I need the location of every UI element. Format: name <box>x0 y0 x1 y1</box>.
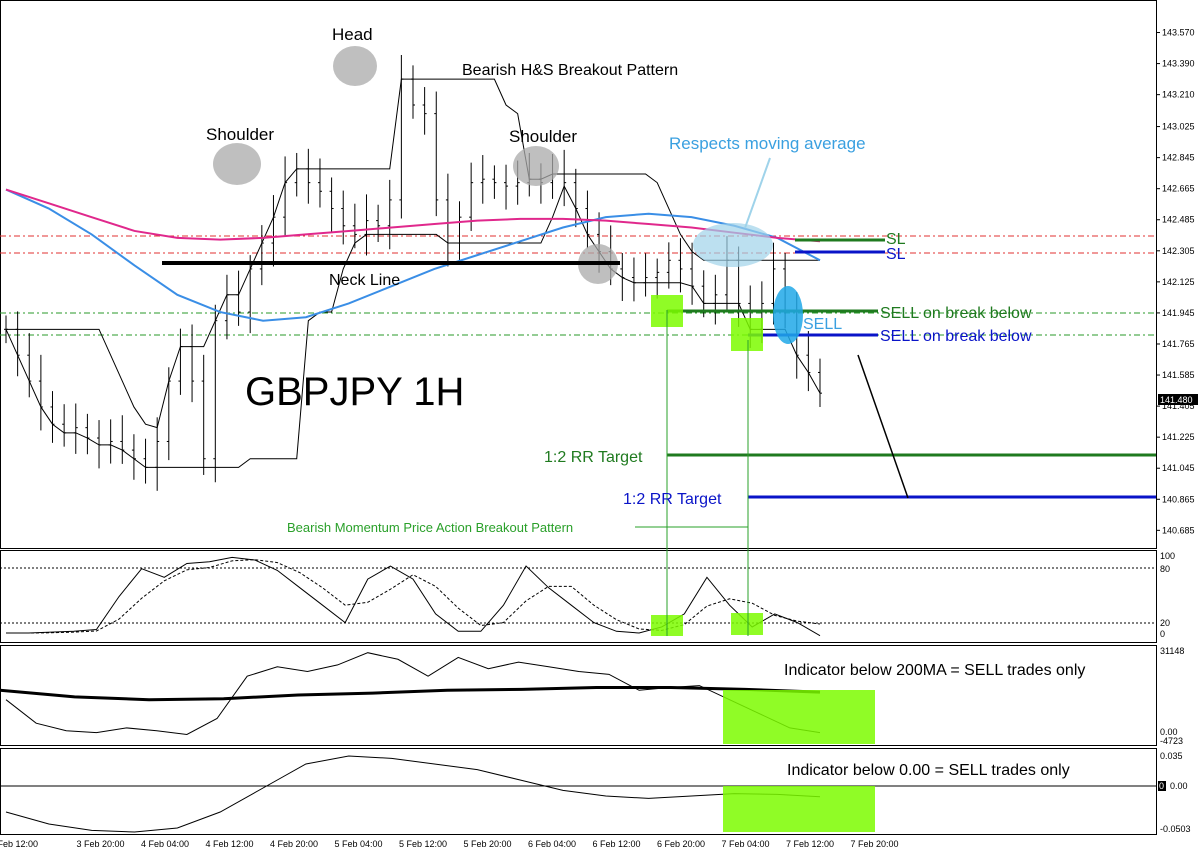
moving-averages <box>5 188 821 322</box>
sell-green-label: SELL on break below <box>880 305 1032 322</box>
price-tick-label: 142.485 <box>1162 215 1195 225</box>
chart-title: Bearish H&S Breakout Pattern <box>462 62 678 79</box>
time-axis-ticks: 2 Feb 12:00 3 Feb 20:00 4 Feb 04:00 4 Feb 1… <box>0 839 899 849</box>
time-tick-label: 6 Feb 20:00 <box>657 839 705 849</box>
stoch-axis-20: 20 <box>1160 618 1170 628</box>
ma-pink-line <box>5 188 821 243</box>
time-tick-label: 4 Feb 04:00 <box>141 839 189 849</box>
ohlc-bars <box>4 54 822 491</box>
price-envelope <box>5 78 821 468</box>
price-tick-label: 140.685 <box>1162 525 1195 535</box>
last-price-box <box>1158 394 1198 405</box>
price-tick-label: 141.045 <box>1162 463 1195 473</box>
price-tick-label: 143.025 <box>1162 122 1195 132</box>
sell-highlight <box>773 286 803 344</box>
time-tick-label: 3 Feb 20:00 <box>77 839 125 849</box>
time-tick-label: 7 Feb 12:00 <box>786 839 834 849</box>
price-panel-frame <box>0 0 1157 549</box>
indicator2-lines <box>5 755 821 833</box>
price-tick-label: 141.405 <box>1162 401 1195 411</box>
price-tick-label: 142.845 <box>1162 153 1195 163</box>
ind1-ma-line <box>0 685 821 702</box>
head-label: Head <box>332 25 373 44</box>
time-tick-label: 4 Feb 12:00 <box>206 839 254 849</box>
stoch-axis-100: 100 <box>1160 551 1175 561</box>
target-projection-line <box>857 354 909 499</box>
indicator2-panel-frame <box>0 748 1157 835</box>
time-tick-label: 6 Feb 12:00 <box>593 839 641 849</box>
stoch-box-2 <box>731 613 763 635</box>
ind2-zero-marker: 0 <box>1159 781 1164 791</box>
ind1-axis-max: 31148 <box>1160 646 1184 656</box>
price-tick-label: 142.125 <box>1162 277 1195 287</box>
ind2-axis-min: -0.0503 <box>1160 824 1191 834</box>
price-tick-label: 143.210 <box>1162 90 1195 100</box>
neck-line-label: Neck Line <box>329 272 400 289</box>
right-shoulder-marker <box>513 146 559 186</box>
sl-green-label: SL <box>886 231 906 248</box>
time-tick-label: 5 Feb 20:00 <box>464 839 512 849</box>
right-shoulder-label: Shoulder <box>509 127 577 146</box>
price-tick-label: 142.305 <box>1162 246 1195 256</box>
breakout-box-2 <box>731 318 763 351</box>
price-tick-label: 140.865 <box>1162 494 1195 504</box>
price-axis-ticks: 143.570 143.390 143.210 143.025 142.845 142.6… <box>1156 28 1195 535</box>
stochastic-panel-frame <box>0 550 1157 643</box>
symbol-label: GBPJPY 1H <box>245 370 464 414</box>
left-shoulder-label: Shoulder <box>206 125 274 144</box>
ma-respect-pointer <box>744 157 771 229</box>
envelope-upper <box>6 78 820 429</box>
target-green-label: 1:2 RR Target <box>544 449 643 466</box>
head-marker <box>333 46 377 86</box>
ind2-axis-zero: 0.00 <box>1170 781 1188 791</box>
respects-ma-label: Respects moving average <box>669 134 866 153</box>
stoch-axis-80: 80 <box>1160 564 1170 574</box>
time-tick-label: 4 Feb 20:00 <box>270 839 318 849</box>
ind2-zero-box <box>1158 781 1166 791</box>
stochastic-lines <box>6 556 821 637</box>
ind2-note: Indicator below 0.00 = SELL trades only <box>787 762 1070 779</box>
left-shoulder-marker <box>213 143 261 185</box>
ind1-axis-min: -4723 <box>1160 736 1183 746</box>
trade-levels <box>667 238 1156 499</box>
indicator1-lines <box>0 652 821 735</box>
momentum-label: Bearish Momentum Price Action Breakout P… <box>287 520 573 535</box>
panel-frames <box>0 0 1157 835</box>
stoch-main-line <box>6 556 821 637</box>
envelope-lower <box>5 184 821 468</box>
indicator1-panel-frame <box>0 645 1157 746</box>
price-tick-label: 141.225 <box>1162 432 1195 442</box>
price-tick-label: 143.570 <box>1162 28 1195 38</box>
ind2-axis-max: 0.035 <box>1160 751 1183 761</box>
time-tick-label: 7 Feb 04:00 <box>722 839 770 849</box>
sell-label: SELL <box>803 316 842 333</box>
ind2-line <box>5 755 821 833</box>
sell-blue-label: SELL on break below <box>880 328 1032 345</box>
ma-blue-line <box>5 188 821 322</box>
price-tick-label: 141.585 <box>1162 370 1195 380</box>
time-tick-label: 5 Feb 04:00 <box>335 839 383 849</box>
stoch-axis-0: 0 <box>1160 629 1165 639</box>
price-tick-label: 142.665 <box>1162 184 1195 194</box>
time-tick-label: 5 Feb 12:00 <box>399 839 447 849</box>
price-tick-label: 141.945 <box>1162 308 1195 318</box>
ind1-axis-zero: 0.00 <box>1160 727 1178 737</box>
ind2-sell-zone <box>723 786 875 832</box>
ind1-sell-zone <box>723 690 875 744</box>
target-blue-label: 1:2 RR Target <box>623 491 722 508</box>
stoch-signal-line <box>6 559 821 634</box>
last-price-label: 141.480 <box>1160 395 1193 405</box>
price-tick-label: 141.765 <box>1162 339 1195 349</box>
ma-respect-highlight <box>693 223 773 267</box>
sl-blue-label: SL <box>886 246 906 263</box>
price-tick-label: 143.390 <box>1162 59 1195 69</box>
time-tick-label: 6 Feb 04:00 <box>528 839 576 849</box>
ind1-note: Indicator below 200MA = SELL trades only <box>784 662 1085 679</box>
time-tick-label: 2 Feb 12:00 <box>0 839 38 849</box>
ind1-line <box>5 652 821 735</box>
time-tick-label: 7 Feb 20:00 <box>851 839 899 849</box>
